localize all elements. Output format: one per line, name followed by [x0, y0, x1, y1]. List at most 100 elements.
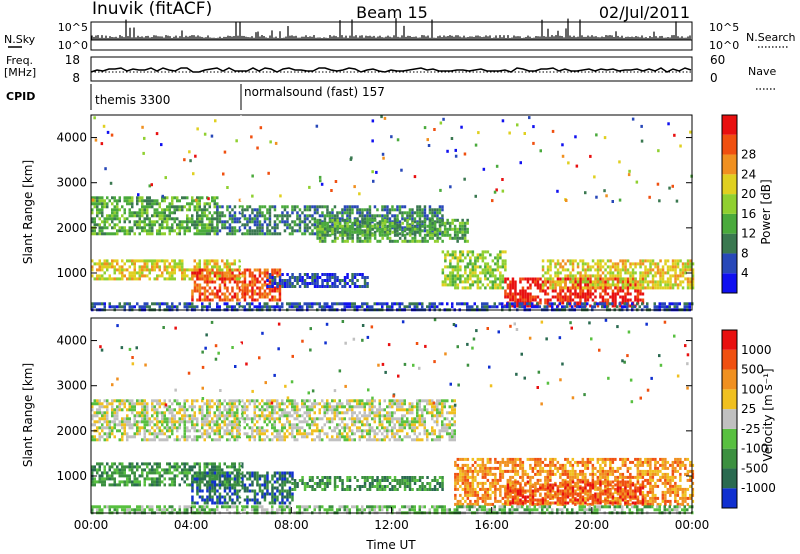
heatmap-cell [173, 305, 176, 309]
heatmap-cell [266, 429, 269, 433]
heatmap-cell [326, 402, 329, 406]
heatmap-cell [223, 408, 226, 412]
heatmap-cell [131, 259, 134, 263]
heatmap-cell [206, 214, 209, 218]
heatmap-cell [356, 233, 359, 237]
heatmap-cell [656, 182, 660, 186]
heatmap-cell [448, 224, 452, 228]
heatmap-cell [331, 282, 334, 285]
heatmap-cell [561, 259, 565, 263]
heatmap-cell [261, 295, 264, 299]
heatmap-cell [356, 218, 359, 222]
heatmap-cell [411, 214, 414, 218]
heatmap-cell [128, 259, 131, 263]
heatmap-cell [539, 301, 542, 305]
heatmap-cell [278, 282, 282, 285]
heatmap-cell [283, 208, 287, 212]
heatmap-cell [226, 305, 229, 309]
heatmap-cell [203, 298, 207, 302]
heatmap-cell [128, 274, 131, 278]
heatmap-cell [549, 262, 552, 266]
heatmap-cell [634, 277, 637, 281]
heatmap-cell [411, 217, 414, 221]
heatmap-cell [306, 282, 309, 285]
heatmap-cell [163, 268, 166, 272]
heatmap-cell [246, 399, 249, 403]
heatmap-cell [158, 214, 161, 218]
heatmap-cell [361, 399, 364, 403]
heatmap-cell [116, 214, 119, 218]
heatmap-cell [98, 426, 101, 430]
heatmap-cell [161, 211, 164, 215]
heatmap-cell [216, 429, 219, 433]
heatmap-cell [283, 402, 286, 406]
heatmap-cell [526, 295, 530, 299]
heatmap-cell [166, 423, 169, 427]
heatmap-cell [441, 221, 444, 225]
heatmap-cell [178, 226, 181, 230]
heatmap-cell [619, 259, 622, 263]
heatmap-cell [688, 302, 691, 306]
heatmap-cell [138, 259, 141, 263]
heatmap-cell [361, 414, 364, 418]
heatmap-cell [343, 423, 346, 427]
heatmap-cell [158, 274, 161, 278]
heatmap-cell [331, 285, 334, 288]
heatmap-cell [188, 202, 191, 206]
heatmap-cell [291, 282, 294, 285]
heatmap-cell [231, 274, 234, 278]
heatmap-cell [664, 262, 667, 266]
heatmap-cell [596, 302, 599, 306]
heatmap-cell [111, 305, 114, 309]
heatmap-cell [426, 214, 429, 218]
heatmap-cell [206, 280, 209, 284]
heatmap-cell [403, 211, 407, 215]
heatmap-cell [518, 302, 521, 306]
heatmap-cell [484, 268, 487, 272]
heatmap-cell [599, 295, 602, 299]
heatmap-cell [136, 220, 139, 224]
heatmap-cell [366, 423, 369, 427]
heatmap-cell [268, 276, 272, 279]
heatmap-cell [151, 402, 154, 406]
heatmap-cell [166, 305, 169, 309]
heatmap-cell [348, 211, 352, 215]
heatmap-cell [186, 414, 189, 418]
heatmap-cell [471, 274, 475, 278]
heatmap-cell [456, 239, 459, 243]
heatmap-cell [648, 195, 651, 199]
heatmap-cell [559, 271, 562, 275]
heatmap-cell [343, 305, 346, 309]
heatmap-cell [481, 268, 485, 272]
heatmap-cell [191, 402, 194, 406]
heatmap-cell [433, 302, 436, 306]
heatmap-cell [626, 302, 629, 306]
heatmap-cell [666, 280, 670, 284]
heatmap-cell [595, 195, 598, 199]
heatmap-cell [303, 432, 306, 436]
heatmap-cell [91, 265, 94, 269]
heatmap-cell [108, 302, 111, 306]
heatmap-cell [163, 277, 166, 281]
heatmap-cell [686, 262, 690, 266]
heatmap-cell [614, 292, 617, 296]
heatmap-cell [443, 221, 447, 225]
heatmap-cell [338, 411, 341, 415]
heatmap-cell [196, 262, 199, 266]
heatmap-cell [116, 429, 119, 433]
heatmap-cell [433, 221, 437, 225]
heatmap-cell [609, 268, 612, 272]
heatmap-cell [196, 265, 199, 269]
heatmap-cell [671, 262, 675, 266]
heatmap-cell [198, 277, 202, 281]
heatmap-cell [251, 298, 254, 302]
heatmap-cell [191, 423, 194, 427]
heatmap-cell [151, 205, 154, 209]
heatmap-cell [451, 218, 454, 222]
heatmap-cell [471, 271, 475, 275]
heatmap-cell [316, 435, 319, 439]
heatmap-cell [353, 438, 356, 442]
heatmap-cell [226, 298, 229, 302]
heatmap-cell [283, 285, 287, 288]
heatmap-cell [466, 286, 470, 290]
